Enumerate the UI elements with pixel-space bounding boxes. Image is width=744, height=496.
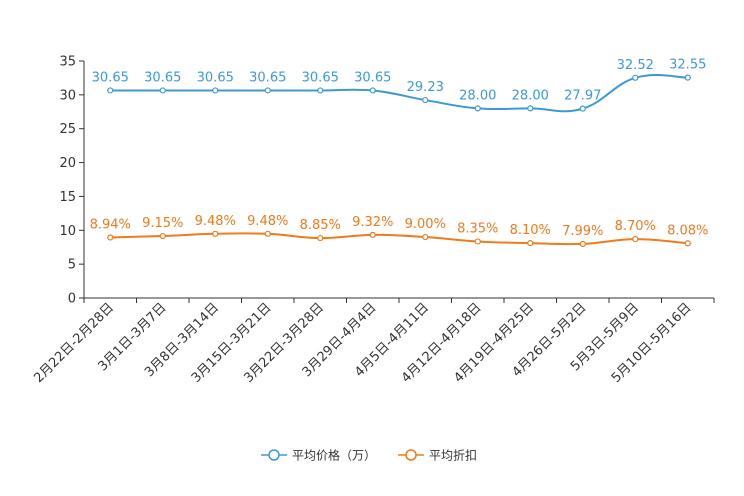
legend-label: 平均折扣 <box>429 448 477 463</box>
data-point[interactable] <box>474 105 481 112</box>
legend[interactable]: 平均价格（万） 平均折扣 <box>261 448 477 463</box>
series-line <box>110 74 688 113</box>
data-point[interactable] <box>632 235 639 243</box>
legend-marker-icon <box>268 449 280 461</box>
data-label: 9.15% <box>142 216 183 231</box>
y-tick-label: 0 <box>68 292 76 307</box>
data-point[interactable] <box>474 238 481 245</box>
data-point[interactable] <box>369 231 376 238</box>
data-label: 9.48% <box>247 214 288 229</box>
data-label: 30.65 <box>249 70 286 85</box>
data-point[interactable] <box>212 230 219 237</box>
data-point[interactable] <box>264 230 271 237</box>
legend-marker-icon <box>405 449 417 461</box>
data-point[interactable] <box>212 87 219 94</box>
data-label: 30.65 <box>354 70 391 85</box>
data-point[interactable] <box>684 74 691 81</box>
data-label: 28.00 <box>459 88 496 103</box>
data-point[interactable] <box>579 105 586 112</box>
y-tick-label: 35 <box>59 55 76 70</box>
data-point[interactable] <box>422 233 429 241</box>
series-layer: 30.65 30.65 30.65 30.65 30.65 30.65 29.23 28.00… <box>90 58 708 247</box>
legend-item-avg-price[interactable]: 平均价格（万） <box>261 448 376 463</box>
data-label: 9.00% <box>405 217 446 232</box>
data-point[interactable] <box>159 87 166 94</box>
data-label: 8.08% <box>667 223 708 238</box>
data-label: 32.55 <box>669 58 706 73</box>
y-tick-label: 5 <box>68 258 76 273</box>
data-label: 7.99% <box>562 224 603 239</box>
data-point[interactable] <box>159 232 166 240</box>
data-label: 27.97 <box>564 89 601 104</box>
data-label: 9.48% <box>195 214 236 229</box>
data-point[interactable] <box>317 87 324 94</box>
legend-label: 平均价格（万） <box>292 448 376 463</box>
series-avg-discount: 8.94% 9.15% 9.48% 9.48% 8.85% 9.32% 9.00% 8.35%… <box>90 214 708 247</box>
data-label: 8.10% <box>510 223 551 238</box>
y-tick-label: 25 <box>59 122 76 137</box>
data-label: 8.35% <box>457 221 498 236</box>
data-point[interactable] <box>107 87 114 94</box>
data-label: 30.65 <box>302 70 339 85</box>
data-label: 29.23 <box>407 80 444 95</box>
data-point[interactable] <box>632 74 639 81</box>
y-axis: 0 5 10 15 20 25 30 35 <box>59 55 85 307</box>
data-point[interactable] <box>422 96 429 104</box>
data-point[interactable] <box>264 87 271 94</box>
series-avg-price: 30.65 30.65 30.65 30.65 30.65 30.65 29.23 28.00… <box>92 58 706 113</box>
data-point[interactable] <box>107 234 114 241</box>
legend-item-avg-discount[interactable]: 平均折扣 <box>398 448 477 463</box>
data-label: 30.65 <box>92 70 129 85</box>
data-label: 9.32% <box>352 215 393 230</box>
data-point[interactable] <box>579 240 586 247</box>
data-point[interactable] <box>317 234 324 242</box>
data-label: 8.85% <box>300 218 341 233</box>
data-label: 30.65 <box>197 70 234 85</box>
data-label: 28.00 <box>512 88 549 103</box>
data-label: 8.70% <box>615 219 656 234</box>
data-label: 32.52 <box>617 58 654 73</box>
x-axis: 2月22日-2月28日3月1日-3月7日3月8日-3月14日3月15日-3月21… <box>31 297 715 386</box>
series-line <box>110 232 688 246</box>
data-point[interactable] <box>527 105 534 112</box>
data-point[interactable] <box>684 240 691 247</box>
data-label: 8.94% <box>90 217 131 232</box>
data-point[interactable] <box>527 240 534 247</box>
y-tick-label: 10 <box>59 224 76 239</box>
y-tick-label: 15 <box>59 190 76 205</box>
y-tick-label: 30 <box>59 88 76 103</box>
y-tick-label: 20 <box>59 156 76 171</box>
data-label: 30.65 <box>144 70 181 85</box>
data-point[interactable] <box>369 87 376 94</box>
